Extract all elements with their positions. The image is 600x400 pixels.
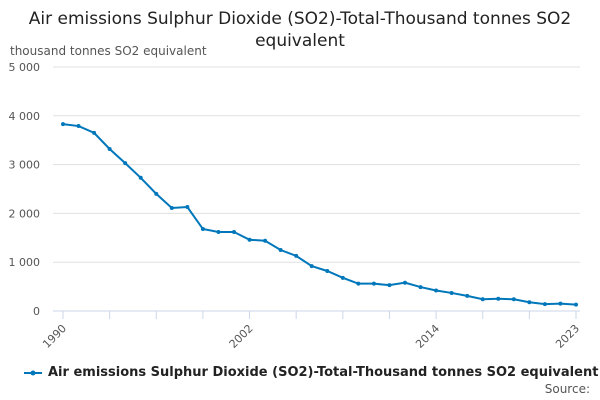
data-point <box>247 237 252 242</box>
data-point <box>92 130 97 135</box>
series-line <box>62 123 577 306</box>
data-point <box>403 280 407 285</box>
data-point <box>76 124 81 129</box>
y-tick-label: 3 000 <box>9 159 41 172</box>
data-point <box>387 283 392 288</box>
y-tick-label: 4 000 <box>9 110 41 123</box>
data-point <box>278 248 283 252</box>
y-tick-label: 5 000 <box>9 61 41 74</box>
chart-title: Air emissions Sulphur Dioxide (SO2)-Tota… <box>28 9 572 51</box>
x-tick-label: 2014 <box>413 322 442 351</box>
data-point <box>61 122 65 127</box>
data-point <box>480 297 485 302</box>
y-tick-label: 0 <box>33 305 40 318</box>
data-point <box>232 229 236 234</box>
data-point <box>123 161 128 166</box>
data-point <box>465 293 470 298</box>
legend-line-marker-icon <box>24 370 42 375</box>
data-point <box>200 227 205 232</box>
data-point <box>558 301 563 306</box>
data-point <box>449 290 454 295</box>
data-point <box>371 281 376 286</box>
x-tick-label: 2023 <box>553 322 582 351</box>
x-tick-label: 1990 <box>40 322 69 351</box>
data-point <box>418 285 423 290</box>
data-point <box>434 288 439 293</box>
y-tick-label: 1 000 <box>9 256 41 269</box>
data-point <box>216 229 221 234</box>
data-point <box>496 296 501 301</box>
data-point <box>169 206 174 211</box>
data-point <box>511 297 516 302</box>
data-point <box>185 205 190 210</box>
legend-label: Air emissions Sulphur Dioxide (SO2)-Tota… <box>48 365 599 380</box>
y-axis-label: thousand tonnes SO2 equivalent <box>10 44 207 58</box>
data-point <box>154 191 159 196</box>
data-point <box>138 175 143 180</box>
data-point <box>294 253 299 258</box>
data-point <box>309 264 314 269</box>
y-tick-label: 2 000 <box>9 207 41 220</box>
data-point <box>356 281 361 286</box>
data-point <box>325 268 330 273</box>
x-tick-label: 2002 <box>227 322 256 351</box>
data-point <box>542 302 547 307</box>
legend[interactable]: Air emissions Sulphur Dioxide (SO2)-Tota… <box>24 365 598 380</box>
source-label: Source: <box>544 382 590 396</box>
data-point <box>263 238 268 243</box>
data-point <box>574 302 578 307</box>
data-point <box>107 146 112 151</box>
data-point <box>527 300 532 305</box>
data-point <box>340 275 345 280</box>
